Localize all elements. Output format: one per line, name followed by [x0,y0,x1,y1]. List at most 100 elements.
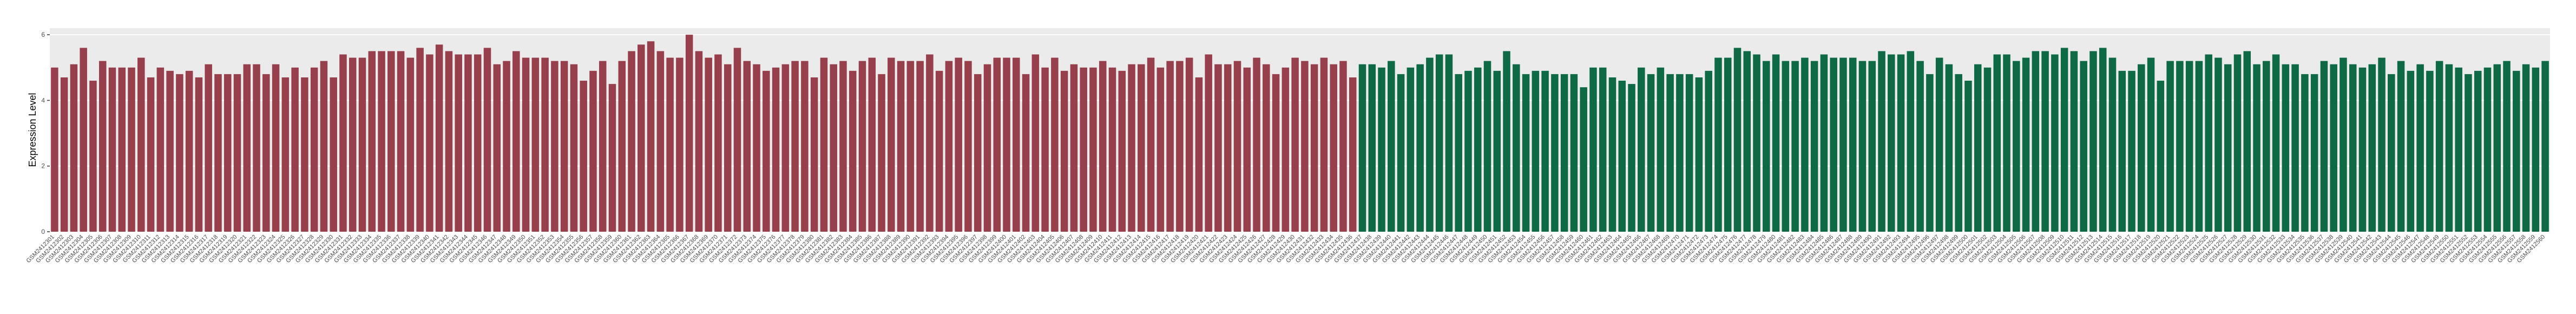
bar [1128,64,1135,232]
bar [2176,61,2184,232]
bar [791,61,799,232]
bar [1974,64,1982,232]
bar [2157,81,2165,232]
bar [801,61,809,232]
bar [666,57,674,232]
bar [2214,57,2222,232]
bar [426,54,433,232]
bar [2233,54,2242,232]
bar [753,64,760,232]
bar [1608,77,1616,232]
bar [339,54,347,232]
bar [714,54,722,232]
bar [205,64,212,232]
bar [695,51,703,232]
bar [599,61,607,232]
bar [1426,57,1434,232]
bar [2541,61,2549,232]
bar [560,61,568,232]
bar [1263,64,1270,232]
bar [1089,67,1097,232]
bar [2455,67,2462,232]
bar [272,64,280,232]
bar [349,57,357,232]
bar [2060,48,2068,232]
bar [483,48,491,232]
bar [1041,67,1049,232]
bar [743,61,751,232]
bar [320,61,328,232]
bar [2032,51,2040,232]
bar [2282,64,2290,232]
y-tick-label: 4 [41,96,45,104]
bar [1541,70,1549,232]
bar [1772,54,1780,232]
bar [1791,61,1799,232]
bar [1483,61,1491,232]
bar [906,61,915,232]
bar [983,64,991,232]
bar [1926,74,1934,232]
bar [705,57,712,232]
bar [1897,54,1905,232]
bar [888,57,895,232]
bar [1407,67,1415,232]
bar [2224,64,2232,232]
bar [195,77,203,232]
bar [839,61,847,232]
bar [1272,74,1280,232]
bar [916,61,924,232]
bar [1763,61,1770,232]
bar [166,70,174,232]
bar [2301,74,2309,232]
bar [1282,67,1290,232]
bar [2532,67,2540,232]
bar [1849,57,1857,232]
bar [2435,61,2443,232]
bar [1945,64,1953,232]
bar [1156,67,1165,232]
bar [1445,54,1453,232]
bar [1214,64,1222,232]
bar [156,67,165,232]
bar [858,61,866,232]
bar [1955,74,1962,232]
bar [608,84,616,232]
bar [2340,57,2347,232]
bar [647,41,655,232]
bar [878,74,885,232]
bar [1868,61,1876,232]
bar [618,61,626,232]
bar [1349,77,1357,232]
bar [1368,64,1376,232]
bar [2118,70,2126,232]
bar [1397,74,1405,232]
bar [1560,74,1568,232]
bar [1388,61,1395,232]
bar [2166,61,2174,232]
bar [1013,57,1020,232]
bar [1166,61,1174,232]
bar [1551,74,1559,232]
bar [2416,64,2424,232]
bar [964,61,972,232]
bar [656,51,665,232]
bar [1570,74,1578,232]
bar [1907,51,1915,232]
bar [435,44,443,232]
bar [70,64,78,232]
bar [2041,51,2049,232]
bar [474,54,482,232]
bar [2358,67,2367,232]
bar [1685,74,1693,232]
bar [2070,51,2078,232]
bar [1099,61,1107,232]
bar [1301,61,1309,232]
bar [1243,67,1251,232]
bar [763,70,770,232]
bar [830,64,837,232]
bar [2080,61,2087,232]
bar [2503,61,2511,232]
bar [1118,70,1126,232]
